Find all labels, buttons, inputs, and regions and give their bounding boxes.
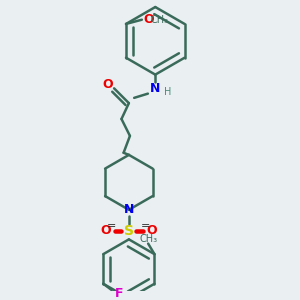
Text: O: O: [143, 13, 154, 26]
Text: O: O: [102, 78, 113, 91]
Text: O: O: [100, 224, 111, 237]
Text: O: O: [147, 224, 158, 237]
Text: =: =: [141, 221, 151, 231]
Text: =: =: [107, 221, 117, 231]
Text: S: S: [124, 224, 134, 238]
Text: CH₃: CH₃: [151, 15, 169, 25]
Text: N: N: [150, 82, 160, 95]
Text: N: N: [124, 203, 134, 216]
Text: F: F: [115, 287, 123, 300]
Text: CH₃: CH₃: [139, 234, 157, 244]
Text: H: H: [164, 86, 172, 97]
